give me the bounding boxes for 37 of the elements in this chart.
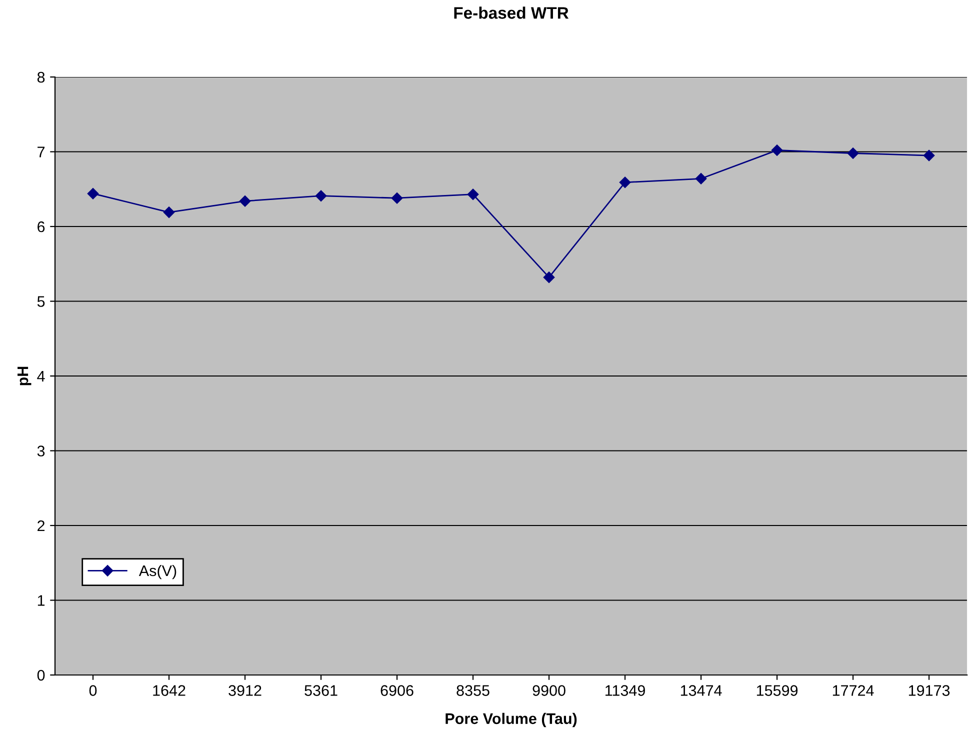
y-tick-label: 4 bbox=[37, 371, 45, 382]
point bbox=[391, 192, 403, 204]
x-tick-label: 1642 bbox=[153, 685, 186, 696]
point bbox=[923, 150, 935, 162]
point bbox=[771, 144, 783, 156]
point bbox=[467, 188, 479, 200]
x-tick-label: 3912 bbox=[228, 685, 262, 696]
point bbox=[163, 206, 175, 218]
x-tick-label: 0 bbox=[89, 685, 97, 696]
y-tick-label: 8 bbox=[37, 72, 45, 83]
y-tick-label: 6 bbox=[38, 221, 45, 232]
x-tick-label: 6906 bbox=[380, 685, 414, 696]
x-tick-label: 15599 bbox=[756, 685, 798, 696]
y-tick-label: 3 bbox=[37, 446, 45, 456]
x-tick-label: 8355 bbox=[456, 685, 490, 696]
point bbox=[239, 195, 251, 207]
y-tick-label: 7 bbox=[38, 146, 45, 158]
y-tick-label: 0 bbox=[37, 670, 45, 681]
x-tick-label: 17724 bbox=[832, 685, 874, 696]
point bbox=[847, 148, 859, 159]
x-tick-label: 5361 bbox=[304, 685, 338, 696]
x-tick-label: 13474 bbox=[680, 685, 722, 696]
point bbox=[87, 188, 99, 200]
y-tick-label: 2 bbox=[38, 520, 45, 532]
y-axis-title: pH bbox=[18, 366, 32, 386]
x-axis-title: Pore Volume (Tau) bbox=[446, 712, 577, 728]
chart-title: Fe-based WTR bbox=[454, 6, 569, 19]
x-tick-label: 19173 bbox=[908, 685, 950, 696]
x-tick-label: 9900 bbox=[532, 685, 566, 696]
y-tick-label: 5 bbox=[37, 296, 45, 307]
point bbox=[695, 173, 707, 184]
y-tick-label: 1 bbox=[38, 595, 45, 606]
point bbox=[543, 272, 555, 283]
legend-label: As(V) bbox=[138, 564, 176, 580]
point bbox=[619, 176, 631, 188]
point bbox=[315, 190, 327, 202]
x-tick-label: 11349 bbox=[606, 685, 645, 696]
